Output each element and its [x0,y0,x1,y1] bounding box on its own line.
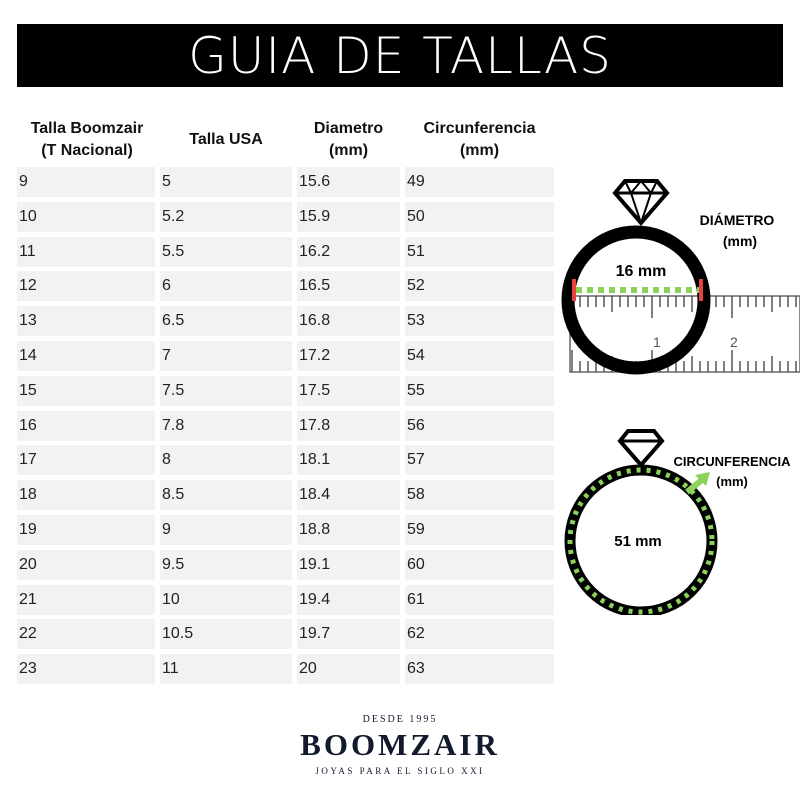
svg-text:(mm): (mm) [723,233,757,249]
table-row: 19 9 18.8 59 [17,515,554,545]
table-cell: 6 [160,271,292,302]
column-header: Talla USA [189,131,263,148]
table-row: 13 6.5 16.8 53 [17,306,554,337]
table-cell: 10 [160,584,292,615]
table-cell: 16.2 [297,236,400,267]
table-cell: 17.8 [297,410,400,441]
table-row: 12 6 16.5 52 [17,271,554,302]
table-cell: 7.5 [160,375,292,406]
svg-text:2: 2 [730,334,738,350]
diamond-icon [612,179,670,227]
table-cell: 12 [17,271,155,302]
svg-text:1: 1 [653,334,661,350]
table-cell: 55 [405,375,554,406]
diameter-measure: 16 mm [616,263,667,280]
table-cell: 18.1 [297,445,400,476]
column-header: Circunferencia (mm) [423,120,536,159]
table-cell: 19.1 [297,549,400,580]
table-cell: 50 [405,201,554,232]
column-header: Talla Boomzair (T Nacional) [30,120,144,159]
circumference-diagram: 51 mm CIRCUNFERENCIA (mm) [564,429,792,615]
table-cell: 16 [17,410,155,441]
table-cell: 60 [405,549,554,580]
table-cell: 8.5 [160,480,292,511]
circumference-label: CIRCUNFERENCIA [674,454,792,469]
table-cell: 13 [17,306,155,337]
table-cell: 61 [405,584,554,615]
table-cell: 15.6 [297,167,400,197]
table-row: 10 5.2 15.9 50 [17,201,554,232]
table-cell: 9 [17,167,155,197]
table-cell: 20 [17,549,155,580]
table-cell: 56 [405,410,554,441]
table-cell: 54 [405,341,554,371]
table-cell: 7.8 [160,410,292,441]
table-cell: 19 [17,515,155,545]
table-cell: 21 [17,584,155,615]
table-cell: 11 [160,654,292,685]
table-cell: 59 [405,515,554,545]
table-cell: 15 [17,375,155,406]
diameter-label: DIÁMETRO [700,212,775,228]
table-row: 21 10 19.4 61 [17,584,554,615]
table-cell: 58 [405,480,554,511]
table-cell: 16.5 [297,271,400,302]
table-cell: 23 [17,654,155,685]
table-cell: 19.7 [297,619,400,650]
table-cell: 62 [405,619,554,650]
table-cell: 51 [405,236,554,267]
table-cell: 52 [405,271,554,302]
column-header: Diametro (mm) [313,120,384,159]
table-cell: 10.5 [160,619,292,650]
table-cell: 18.8 [297,515,400,545]
table-row: 9 5 15.6 49 [17,167,554,197]
svg-text:(mm): (mm) [716,474,748,489]
table-cell: 49 [405,167,554,197]
table-row: 17 8 18.1 57 [17,445,554,476]
circumference-measure: 51 mm [614,533,662,550]
table-cell: 22 [17,619,155,650]
table-row: 23 11 20 63 [17,654,554,685]
table-cell: 17.5 [297,375,400,406]
ring-icon [561,225,711,375]
table-row: 15 7.5 17.5 55 [17,375,554,406]
table-cell: 6.5 [160,306,292,337]
table-cell: 10 [17,201,155,232]
table-cell: 53 [405,306,554,337]
table-cell: 20 [297,654,400,685]
table-cell: 11 [17,236,155,267]
page-title: GUIA DE TALLAS [17,24,783,87]
table-cell: 9 [160,515,292,545]
table-cell: 14 [17,341,155,371]
table-cell: 9.5 [160,549,292,580]
table-cell: 5.2 [160,201,292,232]
table-cell: 7 [160,341,292,371]
table-row: 16 7.8 17.8 56 [17,410,554,441]
table-row: 18 8.5 18.4 58 [17,480,554,511]
table-cell: 19.4 [297,584,400,615]
diamond-icon [617,429,665,469]
table-cell: 8 [160,445,292,476]
table-cell: 18 [17,480,155,511]
table-cell: 15.9 [297,201,400,232]
table-cell: 17 [17,445,155,476]
table-cell: 17.2 [297,341,400,371]
table-cell: 18.4 [297,480,400,511]
table-cell: 57 [405,445,554,476]
table-row: 20 9.5 19.1 60 [17,549,554,580]
table-cell: 5.5 [160,236,292,267]
table-cell: 5 [160,167,292,197]
table-row: 14 7 17.2 54 [17,341,554,371]
table-cell: 63 [405,654,554,685]
table-cell: 16.8 [297,306,400,337]
table-row: 22 10.5 19.7 62 [17,619,554,650]
table-row: 11 5.5 16.2 51 [17,236,554,267]
diameter-diagram: 16 mm 1 2 DIÁMETRO (mm) [561,179,800,375]
